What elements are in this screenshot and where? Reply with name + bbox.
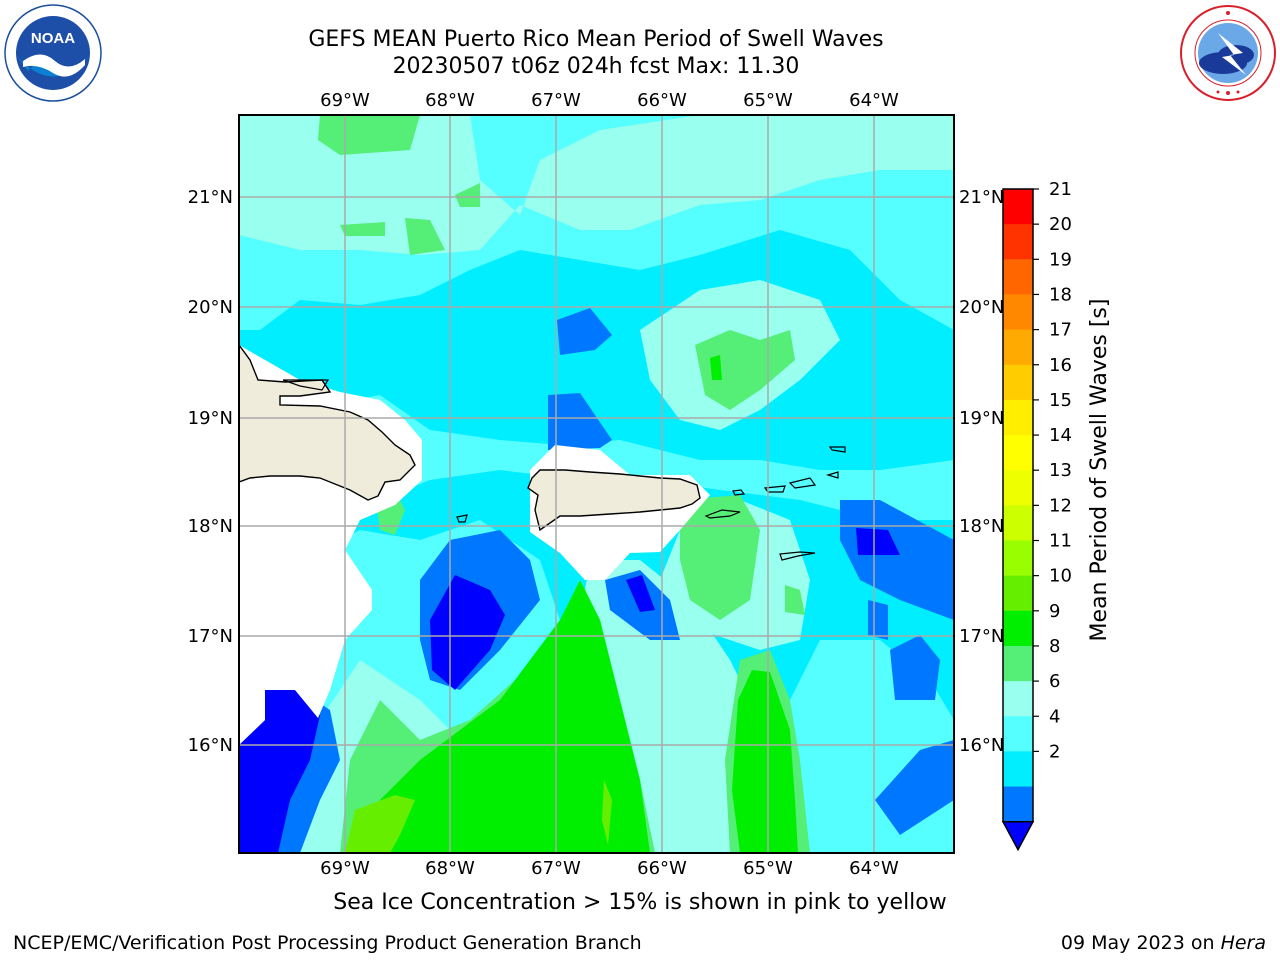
nws-logo	[1180, 5, 1276, 101]
colorbar-tick-label: 12	[1049, 495, 1072, 516]
colorbar-segment	[1003, 645, 1033, 682]
colorbar-segment	[1003, 329, 1033, 366]
colorbar-tick-label: 15	[1049, 390, 1072, 411]
colorbar-tick-label: 9	[1049, 601, 1060, 622]
colorbar-tick-label: 6	[1049, 671, 1060, 692]
colorbar-segment	[1003, 751, 1033, 788]
lat-label-right: 16°N	[959, 735, 1004, 756]
colorbar-label: Mean Period of Swell Waves [s]	[1087, 299, 1112, 642]
colorbar-tick-label: 4	[1049, 706, 1060, 727]
contour-field	[239, 115, 954, 853]
colorbar-segment	[1003, 610, 1033, 647]
colorbar-tick-label: 8	[1049, 636, 1060, 657]
lat-label-right: 21°N	[959, 187, 1004, 208]
colorbar-segment	[1003, 540, 1033, 577]
colorbar-tick-label: 21	[1049, 179, 1072, 200]
colorbar-segment	[1003, 189, 1033, 225]
colorbar-segment	[1003, 294, 1033, 331]
sea-ice-note: Sea Ice Concentration > 15% is shown in …	[333, 890, 947, 915]
footer-date-text: 09 May 2023 on	[1060, 932, 1221, 954]
lon-label-bottom: 66°W	[637, 858, 687, 879]
lon-label-bottom: 65°W	[743, 858, 793, 879]
colorbar-segment	[1003, 224, 1033, 260]
lon-label-top: 64°W	[849, 90, 899, 111]
colorbar-segment	[1003, 364, 1033, 401]
colorbar-tick-label: 14	[1049, 425, 1072, 446]
colorbar-tick-label: 16	[1049, 355, 1072, 376]
colorbar-tick-label: 18	[1049, 284, 1072, 305]
lon-label-top: 67°W	[531, 90, 581, 111]
footer-credit: NCEP/EMC/Verification Post Processing Pr…	[13, 932, 642, 954]
colorbar-extension	[1001, 820, 1035, 852]
colorbar-tick-label: 10	[1049, 566, 1072, 587]
lat-label-right: 19°N	[959, 408, 1004, 429]
footer-date: 09 May 2023 on Hera	[1061, 932, 1266, 954]
colorbar-segment	[1003, 681, 1033, 717]
map-frame	[238, 114, 955, 854]
colorbar-segment	[1003, 786, 1033, 823]
colorbar-segment	[1003, 716, 1033, 752]
lat-label-right: 20°N	[959, 297, 1004, 318]
colorbar-segment	[1003, 505, 1033, 541]
colorbar-tick-label: 17	[1049, 320, 1072, 341]
map-title: GEFS MEAN Puerto Rico Mean Period of Swe…	[308, 27, 884, 52]
gridlines	[239, 115, 954, 853]
lon-label-bottom: 67°W	[531, 858, 581, 879]
lon-label-top: 69°W	[320, 90, 370, 111]
noaa-logo: NOAA	[4, 4, 102, 102]
noaa-logo-text: NOAA	[31, 30, 75, 47]
lon-label-bottom: 64°W	[849, 858, 899, 879]
lon-label-top: 68°W	[425, 90, 475, 111]
colorbar-segment	[1003, 575, 1033, 612]
colorbar-segment	[1003, 435, 1033, 471]
colorbar: 21 20 19 18 17 16 15 14 13 12 11 10 9 8 6 4 2	[1001, 179, 1072, 852]
lat-label-right: 18°N	[959, 516, 1004, 537]
colorbar-tick-label: 20	[1049, 214, 1072, 235]
lat-label-right: 17°N	[959, 626, 1004, 647]
lon-label-top: 66°W	[637, 90, 687, 111]
lat-label-left: 18°N	[188, 516, 233, 537]
lon-label-bottom: 69°W	[320, 858, 370, 879]
lon-label-top: 65°W	[743, 90, 793, 111]
colorbar-segment	[1003, 470, 1033, 506]
footer-machine: Hera	[1220, 932, 1266, 954]
lat-label-left: 20°N	[188, 297, 233, 318]
lat-label-left: 16°N	[188, 735, 233, 756]
lat-label-left: 21°N	[188, 187, 233, 208]
colorbar-tick-label: 2	[1049, 741, 1060, 762]
colorbar-segment	[1003, 399, 1033, 436]
lat-label-left: 17°N	[188, 626, 233, 647]
map-subtitle: 20230507 t06z 024h fcst Max: 11.30	[392, 54, 800, 79]
colorbar-segment	[1003, 259, 1033, 295]
colorbar-tick-label: 11	[1049, 531, 1072, 552]
colorbar-tick-label: 13	[1049, 460, 1072, 481]
colorbar-tick-label: 19	[1049, 249, 1072, 270]
lon-label-bottom: 68°W	[425, 858, 475, 879]
lat-label-left: 19°N	[188, 408, 233, 429]
